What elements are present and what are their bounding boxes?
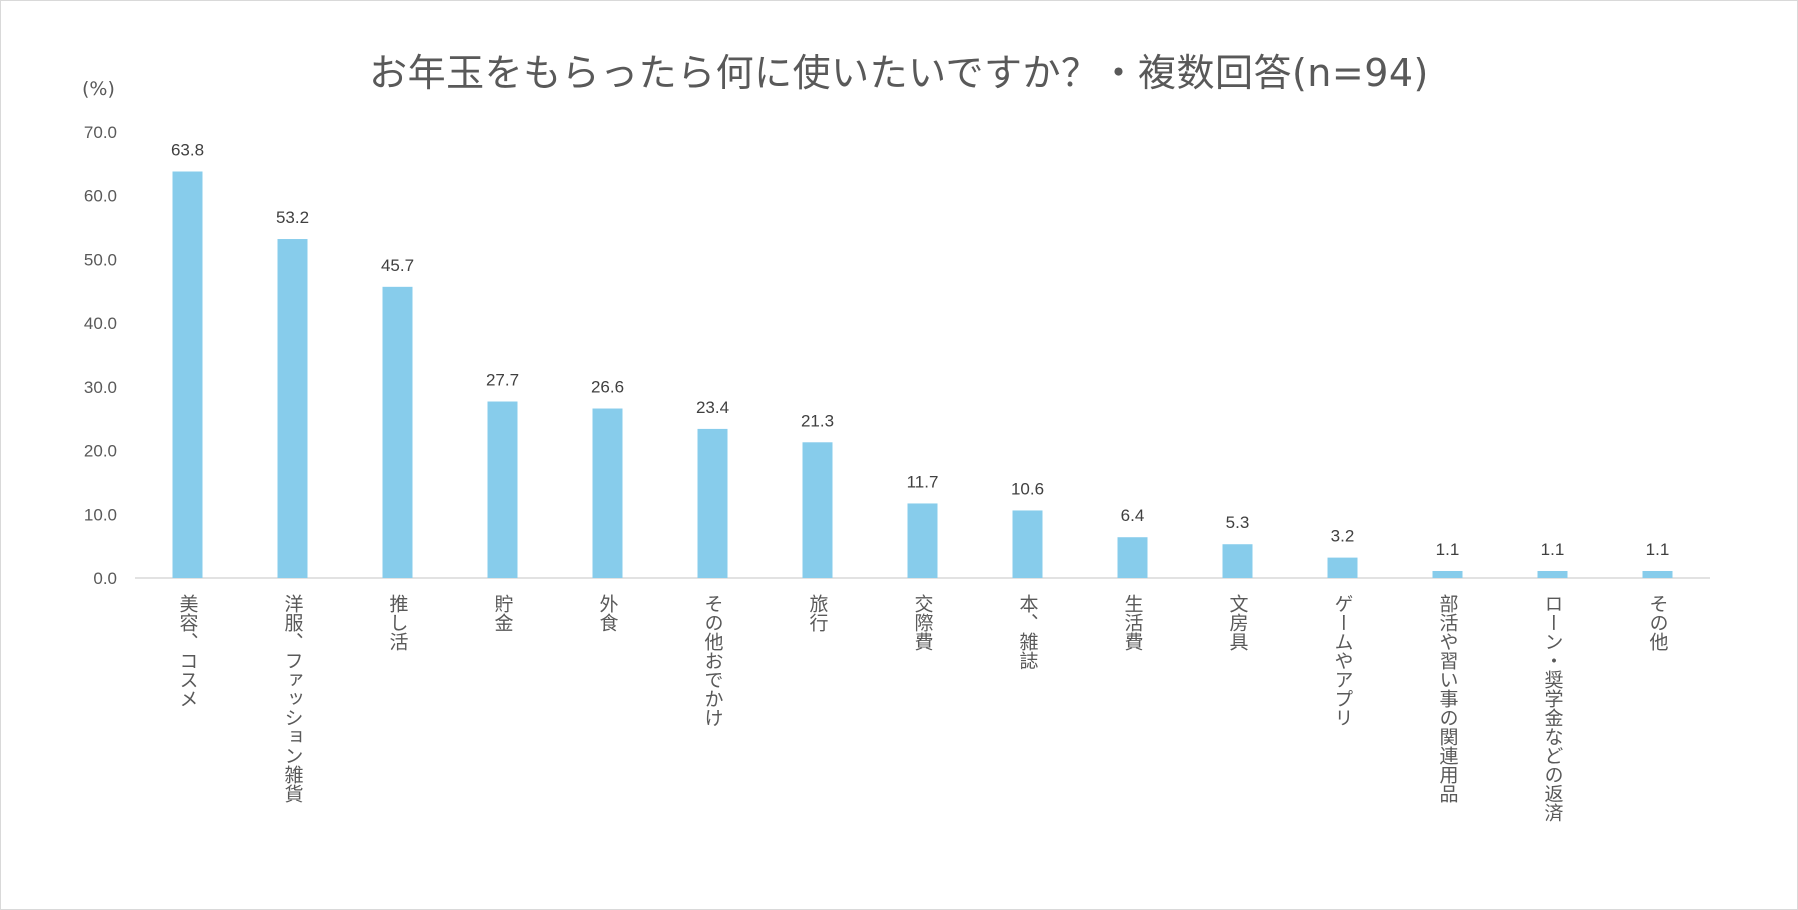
data-label: 27.7	[486, 371, 519, 390]
data-label: 6.4	[1121, 506, 1145, 525]
bar	[697, 428, 728, 578]
data-label: 45.7	[381, 256, 414, 275]
bar	[1222, 544, 1253, 578]
y-tick-label: 50.0	[84, 250, 117, 269]
category-label: 外食	[597, 594, 619, 632]
category-label: 美容、コスメ	[177, 594, 199, 708]
y-tick-label: 70.0	[84, 123, 117, 142]
bar	[172, 171, 203, 578]
category-label: その他	[1647, 594, 1669, 651]
data-label: 23.4	[696, 398, 729, 417]
category-label: 交際費	[912, 594, 934, 651]
bar	[1117, 537, 1148, 578]
y-axis-ticks: 0.0 10.0 20.0 30.0 40.0 50.0 60.0 70.0	[84, 123, 117, 588]
category-label: 貯金	[492, 594, 514, 632]
y-tick-label: 40.0	[84, 314, 117, 333]
category-label: 洋服、ファッション雑貨	[282, 594, 304, 803]
y-tick-label: 20.0	[84, 442, 117, 461]
data-labels: 63.8 53.2 45.7 27.7 26.6 23.4 21.3 11.7 10.6 6.4 5…	[171, 141, 1669, 559]
y-axis-unit-label: (%)	[82, 78, 115, 100]
bar	[907, 503, 938, 578]
bar	[1642, 570, 1673, 578]
data-label: 21.3	[801, 411, 834, 430]
y-tick-label: 0.0	[93, 569, 117, 588]
bar	[592, 408, 623, 578]
chart-title: お年玉をもらったら何に使いたいですか？・複数回答(n=94)	[369, 51, 1429, 95]
category-label: ローン・奨学金などの返済	[1542, 594, 1564, 822]
bar	[1537, 570, 1568, 578]
category-label: 部活や習い事の関連用品	[1437, 594, 1459, 803]
bars	[172, 171, 1673, 579]
data-label: 1.1	[1646, 540, 1670, 559]
data-label: 11.7	[907, 472, 939, 491]
category-label: その他おでかけ	[702, 594, 724, 727]
bar	[277, 239, 308, 579]
data-label: 10.6	[1011, 479, 1044, 498]
bar	[802, 442, 833, 578]
category-label: 推し活	[387, 594, 409, 651]
y-tick-label: 60.0	[84, 187, 117, 206]
category-label: 文房具	[1227, 594, 1249, 651]
data-label: 5.3	[1226, 513, 1250, 532]
category-label: 本、雑誌	[1017, 594, 1039, 670]
category-label: ゲームやアプリ	[1332, 594, 1354, 727]
bar	[1012, 510, 1043, 578]
data-label: 3.2	[1331, 527, 1355, 546]
category-label: 生活費	[1122, 594, 1144, 651]
bar	[1327, 557, 1358, 578]
bar	[1432, 570, 1463, 578]
category-label: 旅行	[807, 594, 829, 632]
bar	[382, 286, 413, 578]
category-labels: 美容、コスメ 洋服、ファッション雑貨 推し活 貯金 外食 その他おでかけ 旅行 交際費 本、雑誌…	[177, 594, 1669, 822]
data-label: 1.1	[1541, 540, 1565, 559]
y-tick-label: 10.0	[84, 505, 117, 524]
data-label: 1.1	[1436, 540, 1460, 559]
data-label: 26.6	[591, 378, 624, 397]
y-tick-label: 30.0	[84, 378, 117, 397]
bar	[487, 401, 518, 578]
data-label: 53.2	[276, 208, 309, 227]
data-label: 63.8	[171, 141, 204, 160]
